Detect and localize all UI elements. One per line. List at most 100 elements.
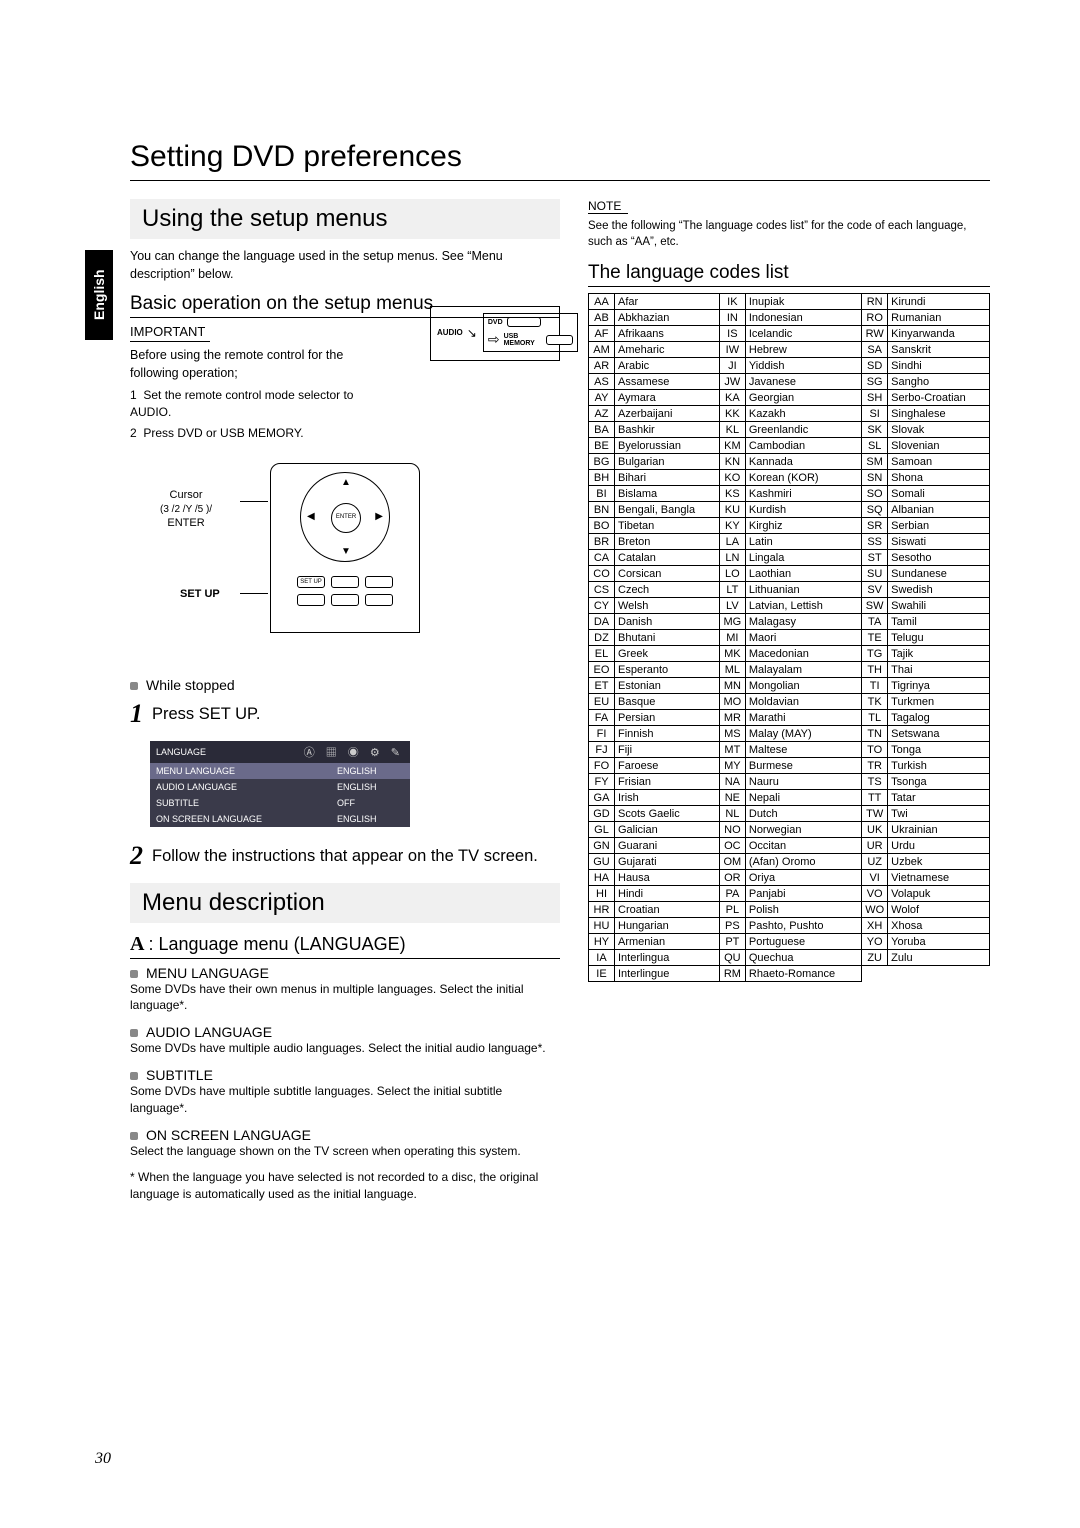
page-title: Setting DVD preferences	[130, 140, 990, 174]
lang-code: MR	[719, 710, 745, 726]
lang-name: Inupiak	[745, 294, 861, 310]
lang-name: Aymara	[615, 390, 720, 406]
lang-name: (Afan) Oromo	[745, 854, 861, 870]
lang-name: Swedish	[888, 582, 990, 598]
lang-name: Maltese	[745, 742, 861, 758]
usb-slot-icon	[546, 335, 573, 345]
lang-code: HA	[589, 870, 615, 886]
table-row: IAInterlinguaQUQuechuaZUZulu	[589, 950, 990, 966]
note-heading: NOTE	[588, 199, 628, 214]
language-tab: English	[85, 250, 113, 340]
language-menu-text: : Language menu (LANGUAGE)	[148, 934, 405, 954]
lang-name: Bashkir	[615, 422, 720, 438]
lang-code: FO	[589, 758, 615, 774]
lang-code: CO	[589, 566, 615, 582]
lang-code: LN	[719, 550, 745, 566]
lang-code: BG	[589, 454, 615, 470]
lang-name: Telugu	[888, 630, 990, 646]
lang-name: Cambodian	[745, 438, 861, 454]
lang-name: Icelandic	[745, 326, 861, 342]
lang-name: Wolof	[888, 902, 990, 918]
lang-code: GL	[589, 822, 615, 838]
lang-name: Setswana	[888, 726, 990, 742]
lang-name: Tajik	[888, 646, 990, 662]
lang-code: MN	[719, 678, 745, 694]
lang-code: TI	[862, 678, 888, 694]
lang-name: Polish	[745, 902, 861, 918]
menu-item-title: AUDIO LANGUAGE	[130, 1024, 560, 1040]
lang-code: BE	[589, 438, 615, 454]
lang-code: AM	[589, 342, 615, 358]
lang-name: Sesotho	[888, 550, 990, 566]
table-row: AAAfarIKInupiakRNKirundi	[589, 294, 990, 310]
lang-code: WO	[862, 902, 888, 918]
menu-item: SUBTITLE Some DVDs have multiple subtitl…	[130, 1067, 560, 1117]
osd-table: MENU LANGUAGEENGLISHAUDIO LANGUAGEENGLIS…	[150, 763, 410, 827]
cursor-label-l3: ENTER	[167, 517, 204, 529]
lang-code: SG	[862, 374, 888, 390]
lang-code: SV	[862, 582, 888, 598]
table-row: GNGuaraniOCOccitanURUrdu	[589, 838, 990, 854]
lang-code: SW	[862, 598, 888, 614]
lang-name: Uzbek	[888, 854, 990, 870]
table-row: CACatalanLNLingalaSTSesotho	[589, 550, 990, 566]
step-2: 2Follow the instructions that appear on …	[130, 841, 560, 871]
lang-name: Kurdish	[745, 502, 861, 518]
lang-name: Turkmen	[888, 694, 990, 710]
lang-code: TK	[862, 694, 888, 710]
lang-name: Breton	[615, 534, 720, 550]
lang-code: FJ	[589, 742, 615, 758]
lang-name: Laothian	[745, 566, 861, 582]
cursor-label: Cursor (3 /2 /Y /5 )/ ENTER	[160, 488, 212, 531]
lang-name: Pashto, Pushto	[745, 918, 861, 934]
table-row: FOFaroeseMYBurmeseTRTurkish	[589, 758, 990, 774]
lang-name: Esperanto	[615, 662, 720, 678]
lang-code: KY	[719, 518, 745, 534]
lang-code: SK	[862, 422, 888, 438]
lang-name: Sanskrit	[888, 342, 990, 358]
lang-code: LT	[719, 582, 745, 598]
osd-tab-icons: Ⓐ ▦ ◉ ⚙ ✎	[304, 744, 404, 760]
lang-name: Afar	[615, 294, 720, 310]
lang-code: BH	[589, 470, 615, 486]
lang-name: Oriya	[745, 870, 861, 886]
lang-code: EO	[589, 662, 615, 678]
lang-name: Zulu	[888, 950, 990, 966]
lang-name: Singhalese	[888, 406, 990, 422]
lang-code: CY	[589, 598, 615, 614]
lang-code: HY	[589, 934, 615, 950]
lang-name: Occitan	[745, 838, 861, 854]
lang-code: SI	[862, 406, 888, 422]
osd-row: MENU LANGUAGEENGLISH	[150, 763, 410, 779]
lang-name: Sundanese	[888, 566, 990, 582]
table-row: HYArmenianPTPortugueseYOYoruba	[589, 934, 990, 950]
important-item-2: 2 Press DVD or USB MEMORY.	[130, 425, 390, 442]
lang-name: Bulgarian	[615, 454, 720, 470]
lang-name: Kannada	[745, 454, 861, 470]
lang-code: BA	[589, 422, 615, 438]
table-row: GLGalicianNONorwegianUKUkrainian	[589, 822, 990, 838]
lang-name: Armenian	[615, 934, 720, 950]
lang-name: Hausa	[615, 870, 720, 886]
lang-name: Greek	[615, 646, 720, 662]
lang-code: EL	[589, 646, 615, 662]
table-row: ELGreekMKMacedonianTGTajik	[589, 646, 990, 662]
lang-code: PS	[719, 918, 745, 934]
lang-code: BR	[589, 534, 615, 550]
osd-title: LANGUAGE	[156, 747, 206, 757]
lang-code: DZ	[589, 630, 615, 646]
lang-name: Czech	[615, 582, 720, 598]
lang-name: Latvian, Lettish	[745, 598, 861, 614]
lang-code: MT	[719, 742, 745, 758]
table-row: BHBihariKOKorean (KOR)SNShona	[589, 470, 990, 486]
lang-name: Vietnamese	[888, 870, 990, 886]
lang-name: Croatian	[615, 902, 720, 918]
lang-code: GA	[589, 790, 615, 806]
osd-cell: OFF	[331, 795, 410, 811]
lang-code: NA	[719, 774, 745, 790]
table-row: FAPersianMRMarathiTLTagalog	[589, 710, 990, 726]
lang-code: JW	[719, 374, 745, 390]
lang-name: Assamese	[615, 374, 720, 390]
lang-name: Estonian	[615, 678, 720, 694]
lang-name: Mongolian	[745, 678, 861, 694]
